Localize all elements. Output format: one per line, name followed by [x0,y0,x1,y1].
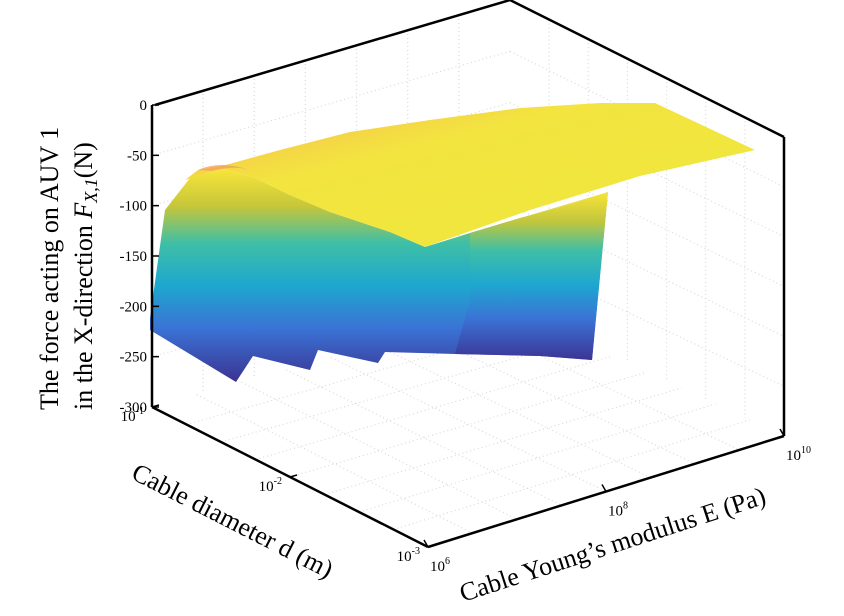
z-tick-label: -150 [120,249,148,265]
x-tick-mark [151,404,160,408]
surface-top-face [185,103,755,247]
y-tick-label: 1010 [786,445,811,464]
x-axis-ticks: 10-1 10-2 10-3 [121,404,436,565]
x-tick-label: 10-1 [121,406,144,425]
z-axis-title: The force acting on AUV 1 in the X-direc… [35,127,101,410]
z-axis-title-line2: in the X-direction FX,1(N) [69,142,101,410]
y-tick-mark [423,539,429,548]
z-axis-ticks: 0 -50 -100 -150 -200 -250 -300 [120,98,159,416]
y-tick-mark [779,428,785,437]
z-tick-label: -200 [120,299,148,315]
surface-side-face [455,192,608,360]
y-tick-label: 106 [430,556,450,575]
surface [150,103,755,382]
y-axis-title: Cable Young’s modulus E (Pa) [456,481,769,607]
x-tick-mark [289,474,298,478]
y-tick-label: 108 [608,501,628,520]
x-tick-label: 10-3 [397,546,420,565]
z-tick-label: -50 [127,148,147,164]
x-tick-label: 10-2 [259,476,282,495]
z-tick-label: -100 [120,199,148,215]
x-axis-title: Cable diameter d (m) [127,458,338,584]
x-tick-mark [427,544,436,548]
z-tick-label: 0 [140,98,148,114]
z-axis-title-line1: The force acting on AUV 1 [35,127,64,410]
y-axis-ticks: 106 108 1010 [423,428,811,575]
z-tick-label: -250 [120,350,148,366]
y-tick-mark [601,484,607,492]
z-tick-label: -300 [120,400,148,416]
box-back-edges [154,0,786,436]
